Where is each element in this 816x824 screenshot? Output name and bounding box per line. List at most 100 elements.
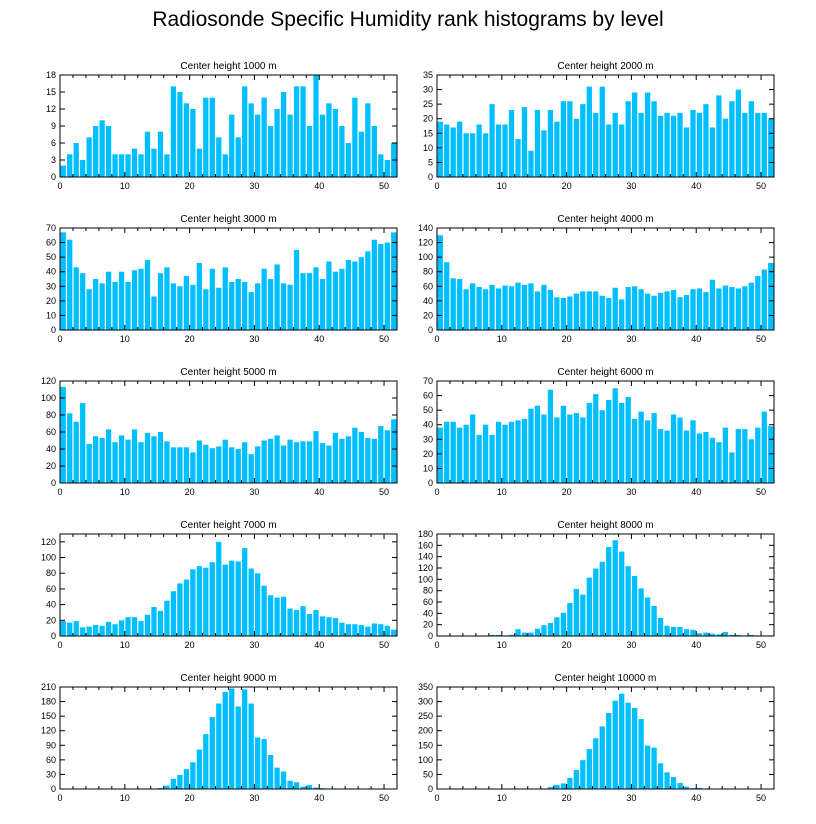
x-tick-label: 20 bbox=[185, 793, 195, 803]
histogram-bar bbox=[670, 626, 677, 636]
y-tick-label: 0 bbox=[428, 172, 433, 182]
histogram-bar bbox=[274, 597, 280, 636]
panel-6: Center height 6000 m 0 10 20 30 40 50 0 10 20 30 40… bbox=[423, 367, 775, 497]
histogram-bar bbox=[267, 755, 274, 789]
y-tick-label: 0 bbox=[428, 325, 433, 335]
histogram-bar bbox=[255, 114, 261, 177]
histogram-bar bbox=[261, 97, 267, 177]
histogram-bar bbox=[703, 292, 709, 330]
histogram-bar bbox=[554, 417, 560, 483]
histogram-bar bbox=[528, 150, 534, 177]
histogram-bar bbox=[709, 437, 716, 483]
histogram-bar bbox=[222, 267, 228, 330]
histogram-bar bbox=[508, 634, 515, 636]
histogram-bar bbox=[573, 118, 579, 177]
histogram-bar bbox=[670, 414, 677, 483]
panel-2: Center height 2000 m 0 10 20 30 40 50 0 5 10 15 20 2… bbox=[423, 61, 775, 191]
histogram-bar bbox=[515, 139, 521, 177]
histogram-bar bbox=[319, 114, 326, 177]
histogram-bar bbox=[768, 426, 774, 483]
x-tick-label: 40 bbox=[691, 793, 701, 803]
histogram-bar bbox=[528, 632, 534, 636]
histogram-bar bbox=[567, 414, 573, 483]
histogram-bar bbox=[476, 287, 482, 330]
histogram-bar bbox=[190, 109, 196, 177]
histogram-bar bbox=[345, 143, 352, 177]
histogram-bar bbox=[242, 548, 248, 636]
histogram-bar bbox=[722, 632, 729, 636]
histogram-bar bbox=[619, 124, 625, 177]
histogram-bar bbox=[560, 101, 567, 177]
histogram-bar bbox=[638, 719, 644, 789]
histogram-bar bbox=[638, 112, 644, 177]
x-tick-label: 0 bbox=[57, 181, 62, 191]
histogram-bar bbox=[151, 296, 157, 330]
histogram-bar bbox=[229, 688, 235, 789]
histogram-bar bbox=[463, 133, 469, 177]
y-tick-label: 3 bbox=[51, 155, 56, 165]
x-tick-label: 20 bbox=[562, 334, 572, 344]
histogram-bar bbox=[457, 427, 463, 483]
histogram-bar bbox=[287, 608, 293, 636]
histogram-bar bbox=[248, 103, 254, 177]
y-tick-label: 0 bbox=[51, 784, 56, 794]
histogram-bar bbox=[495, 421, 502, 483]
histogram-bar bbox=[93, 625, 99, 636]
histogram-bar bbox=[606, 297, 612, 330]
histogram-bar bbox=[339, 126, 345, 177]
histogram-bar bbox=[567, 101, 573, 177]
histogram-bar bbox=[196, 148, 202, 177]
histogram-bar bbox=[222, 564, 228, 636]
histogram-bar bbox=[489, 634, 495, 636]
histogram-bar bbox=[534, 628, 541, 636]
histogram-bar bbox=[157, 432, 164, 483]
histogram-bar bbox=[332, 432, 339, 483]
histogram-bar bbox=[300, 786, 306, 789]
histogram-bar bbox=[709, 633, 716, 636]
histogram-bar bbox=[306, 273, 313, 330]
histogram-bar bbox=[703, 632, 709, 636]
histogram-bar bbox=[593, 738, 599, 789]
x-tick-label: 10 bbox=[120, 793, 130, 803]
histogram-bar bbox=[476, 434, 482, 483]
x-tick-label: 40 bbox=[314, 181, 324, 191]
histogram-bar bbox=[125, 617, 131, 636]
histogram-bar bbox=[339, 438, 345, 483]
histogram-bar bbox=[235, 449, 241, 483]
histogram-bar bbox=[528, 283, 534, 330]
x-tick-label: 10 bbox=[120, 487, 130, 497]
x-tick-label: 10 bbox=[497, 334, 507, 344]
y-tick-label: 150 bbox=[41, 711, 56, 721]
x-tick-label: 10 bbox=[120, 181, 130, 191]
histogram-bar bbox=[573, 770, 579, 789]
histogram-bar bbox=[371, 438, 377, 483]
histogram-bar bbox=[450, 127, 456, 177]
histogram-bar bbox=[437, 121, 443, 177]
histogram-bar bbox=[332, 271, 339, 330]
histogram-bar bbox=[742, 429, 748, 483]
histogram-bar bbox=[606, 399, 612, 483]
histogram-bar bbox=[670, 289, 677, 330]
histogram-bar bbox=[657, 763, 664, 789]
histogram-bar bbox=[573, 293, 579, 330]
histogram-bar bbox=[190, 284, 196, 330]
x-tick-label: 0 bbox=[57, 640, 62, 650]
y-tick-label: 180 bbox=[418, 529, 433, 539]
histogram-bar bbox=[573, 413, 579, 483]
histogram-bar bbox=[463, 424, 469, 483]
x-tick-label: 20 bbox=[562, 181, 572, 191]
histogram-bar bbox=[222, 154, 228, 177]
y-tick-label: 15 bbox=[46, 87, 56, 97]
histogram-bar bbox=[632, 92, 638, 177]
histogram-bar bbox=[118, 435, 125, 483]
x-tick-label: 40 bbox=[691, 640, 701, 650]
histogram-bar bbox=[118, 620, 125, 636]
histogram-bar bbox=[255, 737, 261, 789]
histogram-bar bbox=[599, 726, 605, 789]
histogram-bar bbox=[696, 112, 703, 177]
x-tick-label: 20 bbox=[562, 793, 572, 803]
histogram-bar bbox=[599, 561, 605, 636]
y-tick-label: 0 bbox=[51, 631, 56, 641]
histogram-bar bbox=[306, 785, 313, 789]
histogram-bar bbox=[371, 126, 377, 177]
